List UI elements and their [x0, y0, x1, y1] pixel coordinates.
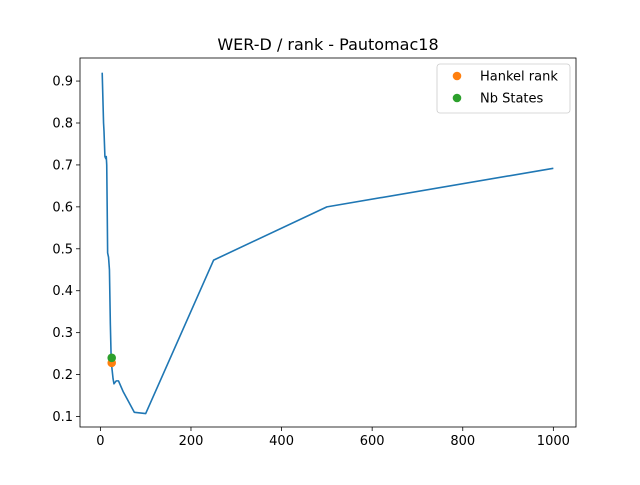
legend-label-1: Nb States: [480, 92, 544, 107]
chart-title: WER-D / rank - Pautomac18: [217, 35, 438, 54]
y-tick-label: 0.9: [52, 75, 73, 90]
legend-marker-0: [452, 71, 462, 81]
y-tick-label: 0.1: [52, 410, 73, 425]
legend-marker-1: [452, 93, 462, 103]
x-tick-label: 400: [269, 434, 294, 449]
y-tick-label: 0.8: [52, 116, 73, 131]
marker-point-1: [107, 353, 117, 363]
series-line-0: [101, 72, 554, 415]
plot-area: [101, 72, 554, 415]
y-tick-label: 0.6: [52, 200, 73, 215]
y-tick-label: 0.7: [52, 158, 73, 173]
y-tick-label: 0.2: [52, 368, 73, 383]
legend: Hankel rank Nb States: [436, 63, 571, 114]
axes: 0 200 400 600 800 1000 0.1 0.2 0.3 0.4 0.5 0.6 0.7 0.…: [52, 57, 577, 449]
plot-frame: [79, 57, 577, 428]
legend-box: [436, 63, 571, 114]
y-tick-label: 0.3: [52, 326, 73, 341]
y-tick-label: 0.4: [52, 284, 73, 299]
x-tick-label: 0: [96, 434, 104, 449]
x-tick-label: 1000: [537, 434, 570, 449]
x-tick-label: 800: [450, 434, 475, 449]
y-tick-label: 0.5: [52, 242, 73, 257]
x-tick-label: 200: [179, 434, 204, 449]
x-tick-label: 600: [360, 434, 385, 449]
legend-label-0: Hankel rank: [480, 70, 558, 85]
